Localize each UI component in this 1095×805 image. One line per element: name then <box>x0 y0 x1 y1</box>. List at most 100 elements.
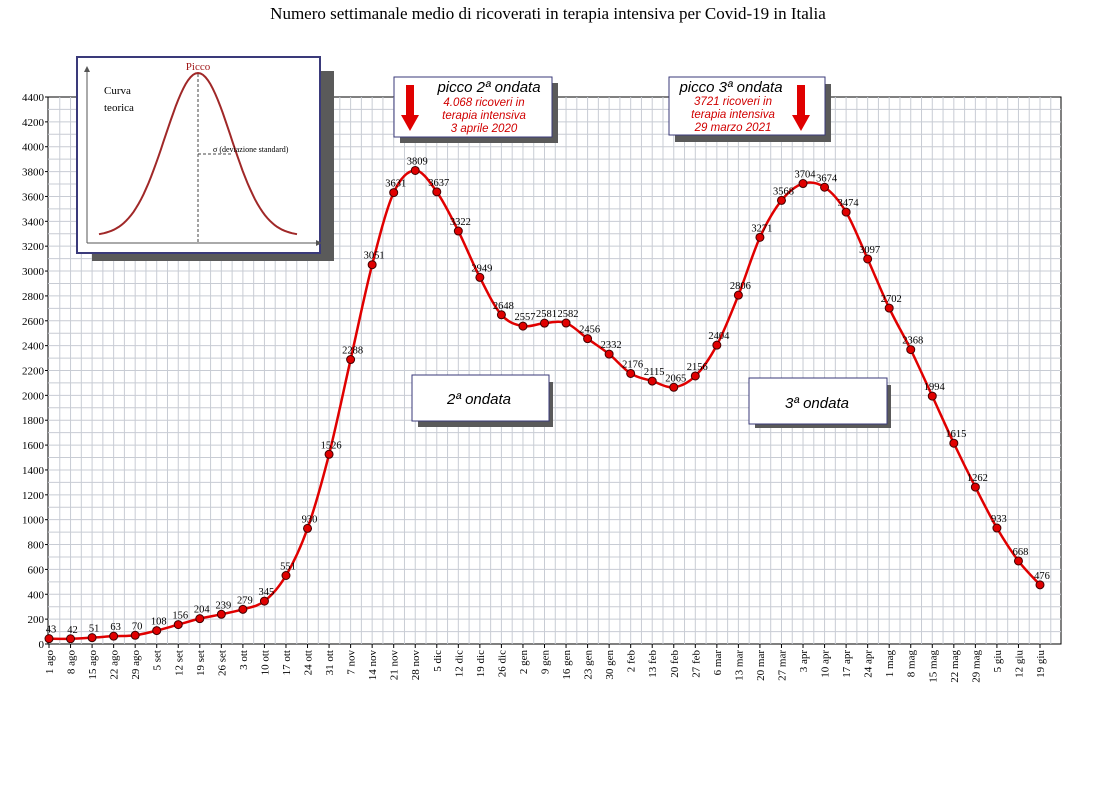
x-tick-label: 29 mag <box>970 650 982 683</box>
theoretical-curve-inset: Curva teorica Picco σ (deviazione standa… <box>76 56 334 261</box>
data-label: 2456 <box>579 325 600 336</box>
x-tick-label: 9 gen <box>540 650 552 675</box>
y-tick-label: 2800 <box>22 291 45 303</box>
peak-3-line-2: terapia intensiva <box>691 109 775 121</box>
data-label: 3809 <box>407 156 428 167</box>
x-tick-label: 15 mag <box>927 650 939 683</box>
data-point <box>970 482 980 492</box>
data-point <box>410 165 420 175</box>
y-tick-label: 1200 <box>22 490 45 502</box>
data-label: 2288 <box>342 346 363 357</box>
data-point <box>44 634 54 644</box>
y-tick-label: 2000 <box>22 390 45 402</box>
data-label: 70 <box>132 621 143 632</box>
data-labels: 43 42 51 63 70 108 156 204 239 279 345 551 930 1526 22… <box>46 156 1050 635</box>
x-tick-label: 29 ago <box>130 650 142 680</box>
y-tick-label: 3000 <box>22 266 45 278</box>
data-label: 156 <box>172 611 188 622</box>
y-tick-label: 1400 <box>22 465 45 477</box>
x-tick-label: 20 feb <box>669 650 681 678</box>
data-label: 3704 <box>795 170 817 181</box>
y-tick-label: 800 <box>28 540 45 552</box>
data-label: 2115 <box>644 367 665 378</box>
data-point <box>1013 556 1023 566</box>
data-label: 668 <box>1013 547 1029 558</box>
x-tick-label: 17 apr <box>841 650 853 678</box>
data-point <box>1035 580 1045 590</box>
data-label: 3474 <box>838 198 860 209</box>
y-tick-label: 2200 <box>22 366 45 378</box>
inset-sigma-label: σ (deviazione standard) <box>213 145 289 154</box>
x-tick-label: 27 mar <box>776 650 788 681</box>
y-tick-label: 200 <box>28 614 45 626</box>
data-point <box>518 321 528 331</box>
inset-label-teorica: teorica <box>104 102 134 114</box>
x-tick-label: 22 ago <box>109 650 121 680</box>
data-point <box>87 633 97 643</box>
peak-3-annotation: picco 3ª ondata 3721 ricoveri in terapia… <box>668 76 831 142</box>
data-point <box>475 272 485 282</box>
data-label: 2065 <box>665 373 686 384</box>
data-point <box>884 303 894 313</box>
x-tick-label: 12 set <box>173 650 185 676</box>
wave-2-label-box: 2ª ondata <box>411 374 553 427</box>
data-label: 279 <box>237 595 253 606</box>
x-tick-label: 16 gen <box>561 650 573 680</box>
y-axis: 0 200 400 600 800 1000 1200 1400 1600 1800 2000 220… <box>22 92 48 651</box>
y-tick-label: 0 <box>39 639 45 651</box>
x-tick-label: 27 feb <box>690 650 702 678</box>
data-label: 239 <box>215 600 231 611</box>
data-label: 3097 <box>859 245 880 256</box>
data-label: 2404 <box>708 331 730 342</box>
data-label: 3051 <box>364 251 385 262</box>
data-label: 2702 <box>881 294 902 305</box>
data-label: 1526 <box>321 440 342 451</box>
data-label: 204 <box>194 605 211 616</box>
data-point <box>669 382 679 392</box>
data-label: 2368 <box>902 336 923 347</box>
x-tick-label: 5 dic <box>432 650 444 672</box>
data-label: 2156 <box>687 362 708 373</box>
data-point <box>453 226 463 236</box>
data-point <box>216 609 226 619</box>
x-tick-label: 19 dic <box>475 650 487 677</box>
data-label: 3637 <box>428 178 449 189</box>
data-point <box>259 596 269 606</box>
x-tick-label: 23 gen <box>583 650 595 680</box>
x-tick-label: 26 dic <box>496 650 508 677</box>
data-label: 43 <box>46 625 57 636</box>
y-tick-label: 4000 <box>22 142 45 154</box>
y-tick-label: 2400 <box>22 341 45 353</box>
data-point <box>841 207 851 217</box>
data-point <box>561 318 571 328</box>
peak-2-down-arrow-icon <box>401 85 419 131</box>
data-point <box>820 182 830 192</box>
y-tick-label: 3200 <box>22 241 45 253</box>
data-point <box>690 371 700 381</box>
x-tick-label: 20 mar <box>755 650 767 681</box>
data-point <box>583 334 593 344</box>
peak-2-line-1: 4.068 ricoveri in <box>443 97 524 109</box>
data-label: 51 <box>89 624 100 635</box>
x-tick-label: 28 nov <box>410 650 422 681</box>
y-tick-label: 1600 <box>22 440 45 452</box>
x-tick-label: 10 ott <box>259 650 271 675</box>
x-tick-label: 31 ott <box>324 650 336 675</box>
data-label: 1615 <box>945 429 966 440</box>
data-point <box>798 179 808 189</box>
data-label: 3631 <box>385 179 406 190</box>
data-point <box>324 449 334 459</box>
wave-3-label-box: 3ª ondata <box>748 377 891 428</box>
peak-2-annotation: picco 2ª ondata 4.068 ricoveri in terapi… <box>393 76 558 143</box>
data-label: 933 <box>991 514 1007 525</box>
data-label: 1262 <box>967 473 988 484</box>
x-tick-label: 19 giu <box>1035 650 1047 678</box>
x-tick-label: 30 gen <box>604 650 616 680</box>
x-tick-label: 13 feb <box>647 650 659 678</box>
data-point <box>992 523 1002 533</box>
chart-title: Numero settimanale medio di ricoverati i… <box>270 4 826 23</box>
data-point <box>346 355 356 365</box>
x-tick-label: 14 nov <box>367 650 379 681</box>
peak-3-title: picco 3ª ondata <box>678 79 782 96</box>
data-point <box>130 630 140 640</box>
